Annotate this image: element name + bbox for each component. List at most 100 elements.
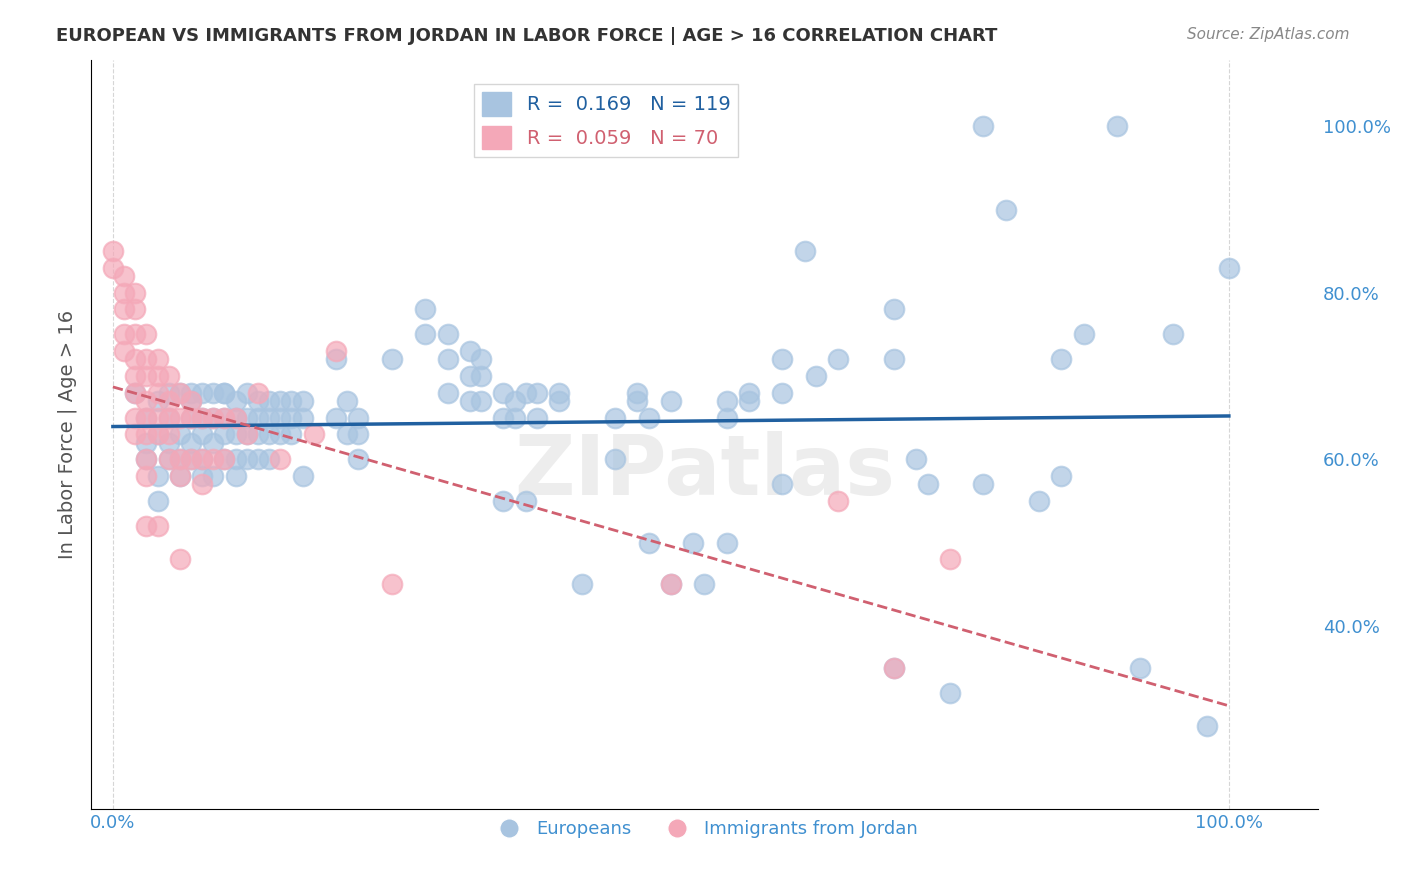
Point: [225, 410, 247, 425]
Point: [458, 394, 481, 409]
Point: [659, 577, 682, 591]
Point: [225, 394, 247, 409]
Point: [503, 410, 526, 425]
Point: [135, 452, 157, 467]
Point: [905, 452, 928, 467]
Point: [972, 477, 994, 491]
Point: [157, 427, 180, 442]
Point: [191, 410, 214, 425]
Point: [716, 410, 738, 425]
Point: [246, 452, 269, 467]
Point: [716, 535, 738, 549]
Point: [236, 410, 259, 425]
Point: [548, 394, 571, 409]
Point: [214, 427, 236, 442]
Point: [1050, 469, 1073, 483]
Point: [214, 385, 236, 400]
Point: [157, 410, 180, 425]
Point: [603, 410, 626, 425]
Point: [804, 369, 827, 384]
Point: [135, 452, 157, 467]
Point: [112, 285, 135, 300]
Point: [236, 385, 259, 400]
Point: [124, 302, 146, 317]
Point: [269, 394, 291, 409]
Point: [994, 202, 1017, 217]
Point: [325, 344, 347, 359]
Point: [626, 394, 648, 409]
Point: [269, 452, 291, 467]
Point: [157, 385, 180, 400]
Point: [626, 385, 648, 400]
Point: [436, 385, 458, 400]
Point: [225, 410, 247, 425]
Point: [225, 469, 247, 483]
Point: [548, 385, 571, 400]
Point: [1050, 352, 1073, 367]
Point: [135, 427, 157, 442]
Point: [169, 469, 191, 483]
Point: [246, 394, 269, 409]
Point: [883, 660, 905, 674]
Point: [180, 410, 202, 425]
Point: [124, 352, 146, 367]
Point: [470, 352, 492, 367]
Point: [571, 577, 593, 591]
Point: [236, 427, 259, 442]
Point: [146, 352, 169, 367]
Point: [1161, 327, 1184, 342]
Point: [146, 494, 169, 508]
Point: [659, 577, 682, 591]
Point: [1107, 120, 1129, 134]
Point: [135, 410, 157, 425]
Point: [682, 535, 704, 549]
Point: [492, 385, 515, 400]
Point: [827, 352, 849, 367]
Point: [415, 302, 437, 317]
Point: [917, 477, 939, 491]
Point: [180, 385, 202, 400]
Point: [325, 352, 347, 367]
Point: [381, 352, 404, 367]
Point: [214, 410, 236, 425]
Point: [939, 685, 962, 699]
Point: [135, 394, 157, 409]
Point: [280, 394, 302, 409]
Point: [101, 244, 124, 259]
Point: [503, 394, 526, 409]
Point: [124, 285, 146, 300]
Point: [191, 469, 214, 483]
Legend: Europeans, Immigrants from Jordan: Europeans, Immigrants from Jordan: [484, 813, 925, 845]
Point: [659, 394, 682, 409]
Point: [146, 427, 169, 442]
Point: [202, 452, 225, 467]
Point: [135, 369, 157, 384]
Point: [269, 410, 291, 425]
Point: [124, 427, 146, 442]
Point: [146, 410, 169, 425]
Point: [157, 410, 180, 425]
Point: [246, 410, 269, 425]
Point: [112, 269, 135, 284]
Point: [157, 369, 180, 384]
Point: [883, 302, 905, 317]
Point: [135, 519, 157, 533]
Point: [336, 427, 359, 442]
Point: [458, 369, 481, 384]
Point: [1218, 260, 1240, 275]
Point: [169, 385, 191, 400]
Point: [492, 410, 515, 425]
Point: [135, 410, 157, 425]
Point: [1073, 327, 1095, 342]
Text: ZIPatlas: ZIPatlas: [513, 432, 894, 512]
Point: [883, 660, 905, 674]
Point: [202, 435, 225, 450]
Point: [280, 427, 302, 442]
Point: [202, 410, 225, 425]
Point: [515, 494, 537, 508]
Point: [492, 494, 515, 508]
Point: [169, 552, 191, 566]
Point: [214, 452, 236, 467]
Point: [124, 410, 146, 425]
Point: [202, 469, 225, 483]
